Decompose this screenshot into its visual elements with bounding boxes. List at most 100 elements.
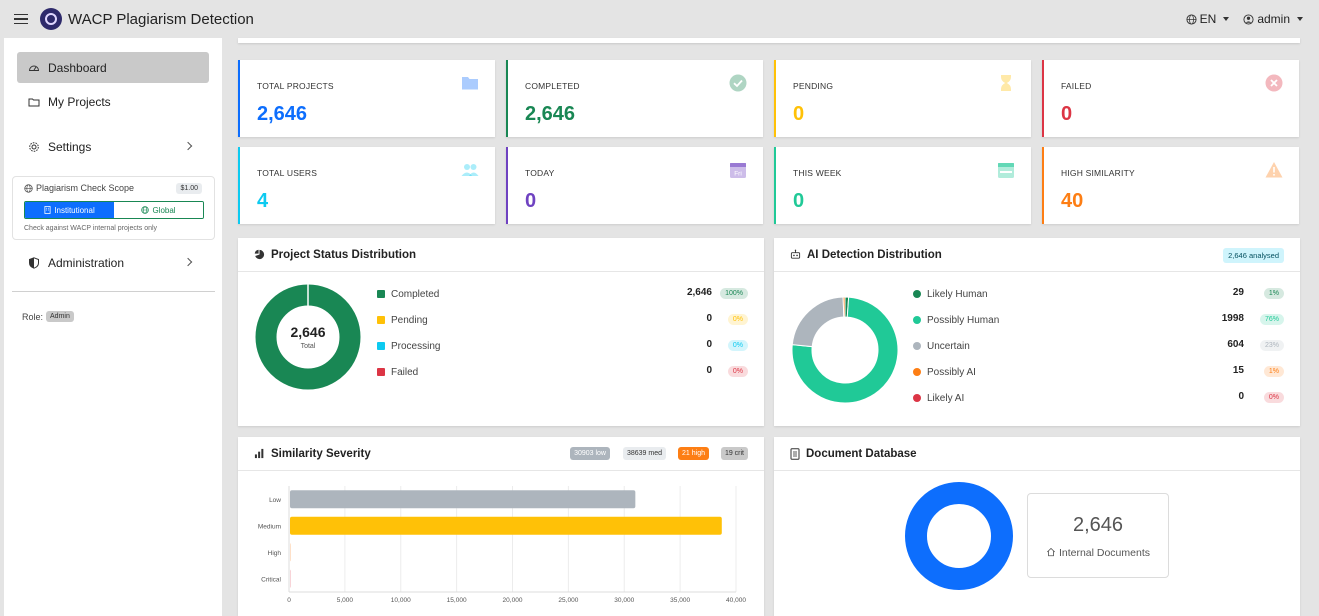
- internal-documents-count: 2,646: [1072, 514, 1124, 536]
- panel-title: Project Status Distribution: [271, 248, 417, 261]
- legend-label: Likely AI: [927, 392, 965, 404]
- chevron-down-icon: [1223, 17, 1230, 21]
- globe-icon: [24, 183, 33, 193]
- legend-label: Processing: [391, 340, 441, 352]
- x-tick-label: 40,000: [726, 597, 746, 604]
- globe-icon: [141, 206, 150, 214]
- legend-value: 0: [706, 313, 712, 324]
- stat-card-this-week: THIS WEEK 0: [774, 147, 1031, 224]
- similarity-severity-panel: Similarity Severity 30903 low 38639 med 21…: [238, 437, 764, 616]
- sidebar-item-dashboard[interactable]: Dashboard: [17, 52, 209, 83]
- y-tick-label: Low: [269, 497, 281, 504]
- sidebar-item-settings[interactable]: Settings: [17, 131, 209, 162]
- donut-slice-uncertain: [792, 297, 845, 348]
- role-badge: Admin: [46, 311, 74, 322]
- sidebar-divider: [12, 291, 215, 292]
- legend-label: Likely Human: [927, 288, 988, 300]
- scope-option-global[interactable]: Global: [114, 202, 203, 218]
- legend-item: Possibly AI: [913, 365, 976, 379]
- stat-card-today: TODAY 0 Fri: [506, 147, 763, 224]
- folder-icon: [28, 98, 40, 106]
- chevron-right-icon: [183, 141, 193, 151]
- legend-item: Processing: [377, 339, 440, 353]
- hourglass-icon: [1001, 75, 1011, 91]
- house-icon: [1046, 547, 1056, 557]
- legend-value: 0: [706, 365, 712, 376]
- legend-swatch: [913, 290, 921, 298]
- x-tick-label: 15,000: [447, 597, 467, 604]
- x-tick-label: 25,000: [558, 597, 578, 604]
- menu-toggle-icon[interactable]: [14, 13, 28, 25]
- stat-value: 2,646: [525, 103, 576, 125]
- stat-label: HIGH SIMILARITY: [1061, 168, 1135, 178]
- scope-option-institutional[interactable]: Institutional: [25, 202, 114, 218]
- ai-detection-panel: AI Detection Distribution 2,646 analysed…: [774, 238, 1300, 426]
- app-title: WACP Plagiarism Detection: [68, 10, 254, 28]
- legend-value: 29: [1232, 287, 1244, 298]
- building-icon: [44, 206, 51, 214]
- sidebar-item-my-projects[interactable]: My Projects: [17, 86, 209, 117]
- scope-title: Plagiarism Check Scope: [24, 183, 134, 193]
- panel-header: AI Detection Distribution: [774, 238, 1300, 272]
- sidebar-item-administration[interactable]: Administration: [17, 247, 209, 278]
- stat-value: 40: [1061, 190, 1084, 212]
- stat-value: 0: [793, 190, 805, 212]
- legend-percent-badge: 23%: [1259, 340, 1284, 351]
- pie-chart-icon: [254, 249, 265, 260]
- legend-label: Uncertain: [927, 340, 970, 352]
- document-database-panel: Document Database 2,646 Internal Documen…: [774, 437, 1300, 616]
- legend-value: 1998: [1221, 313, 1244, 324]
- stat-card-total-projects: TOTAL PROJECTS 2,646: [238, 60, 495, 137]
- stat-value: 0: [1061, 103, 1073, 125]
- x-tick-label: 0: [287, 597, 291, 604]
- stat-label: COMPLETED: [525, 81, 580, 91]
- y-tick-label: Medium: [258, 523, 281, 530]
- calendar-day-icon: Fri: [730, 163, 746, 178]
- sidebar-item-label: Dashboard: [48, 60, 107, 75]
- legend-swatch: [377, 342, 385, 350]
- legend-item: Likely AI: [913, 391, 964, 405]
- x-circle-icon: [1265, 74, 1283, 92]
- panel-title: AI Detection Distribution: [807, 248, 942, 261]
- globe-icon: [1186, 13, 1197, 25]
- role-indicator: Role: Admin: [22, 311, 74, 322]
- legend-percent-badge: 76%: [1259, 314, 1284, 325]
- language-dropdown[interactable]: EN: [1186, 12, 1230, 26]
- legend-item: Possibly Human: [913, 313, 999, 327]
- folder-icon: [462, 77, 478, 90]
- chevron-down-icon: [1297, 17, 1303, 21]
- legend-item: Completed: [377, 287, 439, 301]
- panel-header: Project Status Distribution: [238, 238, 764, 272]
- ai-detection-donut: [792, 297, 898, 403]
- donut-slice-internal-documents: [905, 482, 1013, 590]
- stat-label: TODAY: [525, 168, 555, 178]
- legend-swatch: [913, 342, 921, 350]
- legend-value: 0: [1238, 391, 1244, 402]
- bar-chart-icon: [254, 448, 264, 459]
- check-circle-icon: [729, 74, 747, 92]
- x-tick-label: 30,000: [614, 597, 634, 604]
- project-status-donut: [255, 284, 361, 390]
- stat-label: TOTAL USERS: [257, 168, 318, 178]
- documents-donut: [905, 482, 1013, 590]
- donut-center-label: Total: [300, 343, 316, 350]
- internal-documents-box: 2,646 Internal Documents: [1027, 493, 1169, 578]
- user-dropdown[interactable]: admin: [1243, 12, 1303, 26]
- stat-label: PENDING: [793, 81, 834, 91]
- sidebar: Dashboard My Projects Settings Plagiaris…: [4, 38, 222, 616]
- legend-percent-badge: 1%: [1263, 288, 1284, 299]
- bar-medium: [290, 516, 722, 535]
- y-tick-label: Critical: [261, 576, 281, 583]
- legend-label: Pending: [391, 314, 428, 326]
- stat-card-total-users: TOTAL USERS 4: [238, 147, 495, 224]
- severity-badge: 30903 low: [570, 447, 610, 460]
- stat-value: 4: [257, 190, 269, 212]
- stat-card-high-similarity: HIGH SIMILARITY 40: [1042, 147, 1299, 224]
- calendar-day-label: Fri: [734, 171, 742, 178]
- scope-note: Check against WACP internal projects onl…: [24, 225, 158, 232]
- user-label: admin: [1257, 12, 1290, 26]
- users-icon: [461, 164, 479, 176]
- severity-bar-chart: 0 5,000 10,000 15,000 20,000 25,000 30,000 35,0…: [258, 486, 746, 604]
- legend-swatch: [913, 316, 921, 324]
- legend-label: Possibly Human: [927, 314, 1000, 326]
